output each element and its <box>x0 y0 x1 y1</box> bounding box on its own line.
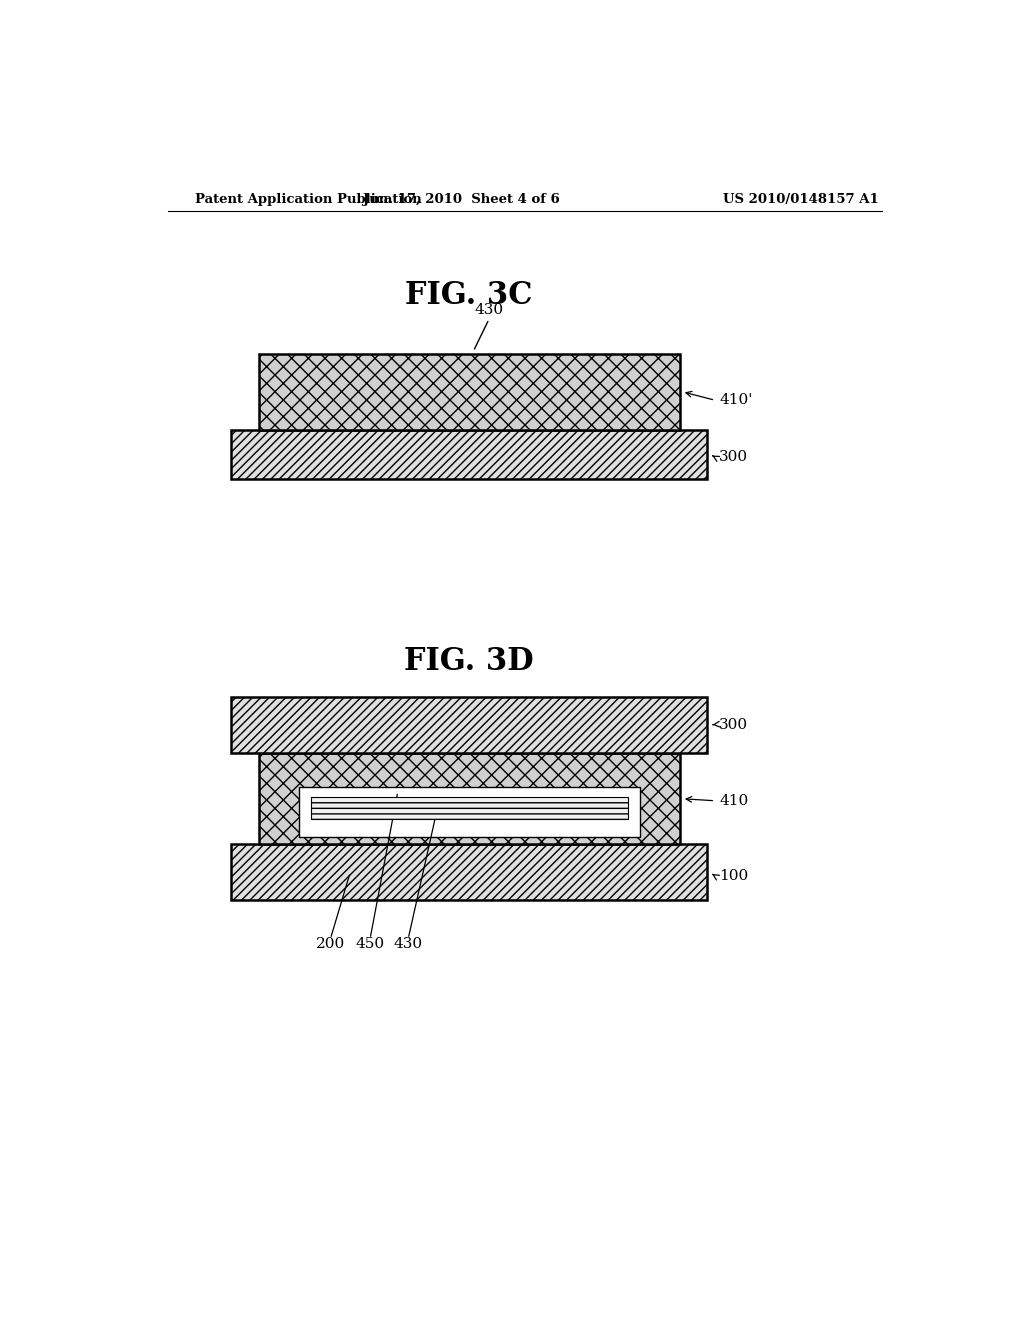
Bar <box>259 354 680 430</box>
Text: US 2010/0148157 A1: US 2010/0148157 A1 <box>723 193 879 206</box>
Text: 450: 450 <box>355 937 385 950</box>
Text: 430: 430 <box>393 937 423 950</box>
Text: 300: 300 <box>719 718 749 731</box>
Text: FIG. 3C: FIG. 3C <box>406 280 534 312</box>
Bar <box>259 752 680 845</box>
Bar <box>231 845 708 900</box>
Text: Jun. 17, 2010  Sheet 4 of 6: Jun. 17, 2010 Sheet 4 of 6 <box>362 193 560 206</box>
Text: Patent Application Publication: Patent Application Publication <box>196 193 422 206</box>
Bar <box>299 787 640 837</box>
Text: FIG. 3D: FIG. 3D <box>404 645 535 677</box>
Text: 200: 200 <box>315 937 345 950</box>
Text: 410: 410 <box>719 793 749 808</box>
Bar <box>310 797 628 818</box>
Bar <box>231 697 708 752</box>
Text: 300: 300 <box>719 450 749 465</box>
Text: 100: 100 <box>719 869 749 883</box>
Text: 410': 410' <box>719 393 753 408</box>
Text: 430: 430 <box>474 304 504 317</box>
Bar <box>231 430 708 479</box>
